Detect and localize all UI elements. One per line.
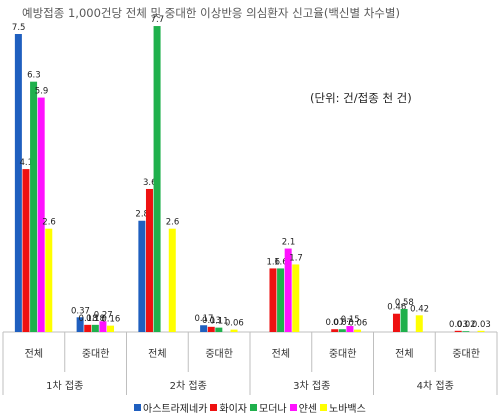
- bar: [415, 315, 423, 332]
- bar: [292, 264, 300, 332]
- bar: [277, 268, 285, 332]
- data-label: 3.6: [143, 178, 157, 188]
- category-label: 전체: [272, 348, 290, 360]
- bar: [99, 321, 107, 332]
- bar: [477, 330, 485, 332]
- bar: [392, 313, 400, 332]
- data-label: 7.7: [151, 15, 165, 25]
- legend-item-pfizer: 화이자: [210, 400, 247, 415]
- bar: [138, 220, 146, 332]
- bar: [76, 317, 84, 332]
- data-label: 2.6: [166, 218, 180, 228]
- legend-swatch-moderna: [250, 404, 258, 411]
- data-label: 0.37: [71, 306, 90, 316]
- bar: [45, 228, 53, 332]
- legend: 아스트라제네카 화이자 모더나 얀센 노바백스: [134, 400, 366, 415]
- category-label: 중대한: [205, 348, 233, 360]
- data-label: 0.07: [326, 318, 345, 328]
- bar: [22, 169, 30, 332]
- category-label: 전체: [148, 348, 166, 360]
- data-label: 2.6: [42, 218, 56, 228]
- bar: [354, 329, 362, 332]
- bar: [107, 325, 115, 332]
- bar: [145, 188, 153, 332]
- data-label: 5.9: [35, 87, 49, 97]
- bar: [215, 327, 223, 332]
- data-label: 0.18: [86, 314, 105, 324]
- legend-swatch-janssen: [289, 404, 297, 411]
- data-label: 0.03: [449, 320, 468, 330]
- legend-label-pfizer: 화이자: [219, 404, 248, 415]
- legend-item-moderna: 모더나: [250, 400, 287, 415]
- data-label: 0.06: [225, 319, 244, 329]
- legend-label-moderna: 모더나: [259, 404, 287, 415]
- bar: [168, 228, 176, 332]
- bar: [14, 34, 22, 332]
- legend-item-janssen: 얀센: [289, 400, 318, 415]
- data-label: 4.1: [20, 158, 34, 168]
- data-label: 1.6: [267, 257, 281, 267]
- bar: [230, 329, 238, 332]
- data-label: 0.18: [79, 314, 98, 324]
- data-label: 2.1: [282, 238, 296, 248]
- data-label: 0.58: [395, 298, 414, 308]
- legend-swatch-pfizer: [210, 404, 218, 411]
- data-label: 7.5: [12, 23, 26, 33]
- bar: [284, 248, 292, 332]
- category-label: 중대한: [82, 348, 110, 360]
- bar: [37, 97, 45, 332]
- data-label: 2.8: [135, 210, 149, 220]
- data-label: 1.7: [289, 253, 303, 263]
- data-label: 0.15: [341, 315, 360, 325]
- data-label: 0.13: [202, 316, 221, 326]
- bar: [153, 26, 161, 332]
- data-label: 0.02: [457, 320, 476, 330]
- bar: [338, 329, 346, 332]
- bar: [207, 326, 215, 332]
- data-label: 0.42: [410, 304, 429, 314]
- group-label: 4차 접종: [417, 380, 454, 392]
- data-label: 0.46: [387, 303, 406, 313]
- data-label: 6.3: [27, 71, 41, 81]
- data-label: 0.11: [210, 317, 229, 327]
- category-label: 중대한: [452, 348, 480, 360]
- category-label: 전체: [25, 348, 43, 360]
- group-label: 1차 접종: [46, 380, 83, 392]
- data-label: 0.16: [101, 315, 120, 325]
- data-label: 0.07: [333, 318, 352, 328]
- legend-label-janssen: 얀센: [298, 404, 318, 415]
- legend-label-astrazeneca: 아스트라제네카: [143, 404, 208, 415]
- legend-swatch-novavax: [320, 404, 328, 411]
- group-label: 2차 접종: [170, 380, 207, 392]
- data-label: 1.6: [274, 257, 288, 267]
- bar: [84, 324, 92, 332]
- bar: [91, 324, 99, 332]
- data-label: 0.17: [194, 314, 213, 324]
- bar: [454, 330, 462, 332]
- bar: [30, 81, 38, 333]
- legend-swatch-astrazeneca: [134, 404, 141, 411]
- bar: [346, 326, 354, 332]
- data-label: 0.27: [94, 310, 113, 320]
- bar: [269, 268, 277, 332]
- bar: [400, 308, 408, 332]
- group-label: 3차 접종: [293, 380, 330, 392]
- data-label: 0.06: [348, 319, 367, 329]
- data-label: 0.03: [472, 320, 491, 330]
- legend-label-novavax: 노바백스: [329, 404, 366, 415]
- category-label: 중대한: [329, 348, 357, 360]
- bar: [200, 325, 208, 332]
- chart-title: 예방접종 1,000건당 전체 및 중대한 이상반응 의심환자 신고율(백신별 …: [22, 6, 400, 20]
- bar: [331, 329, 339, 332]
- unit-note: (단위: 건/접종 천 건): [310, 91, 412, 105]
- legend-item-novavax: 노바백스: [320, 400, 366, 415]
- legend-item-astrazeneca: 아스트라제네카: [134, 400, 207, 415]
- category-label: 전체: [395, 348, 413, 360]
- bar: [462, 331, 470, 332]
